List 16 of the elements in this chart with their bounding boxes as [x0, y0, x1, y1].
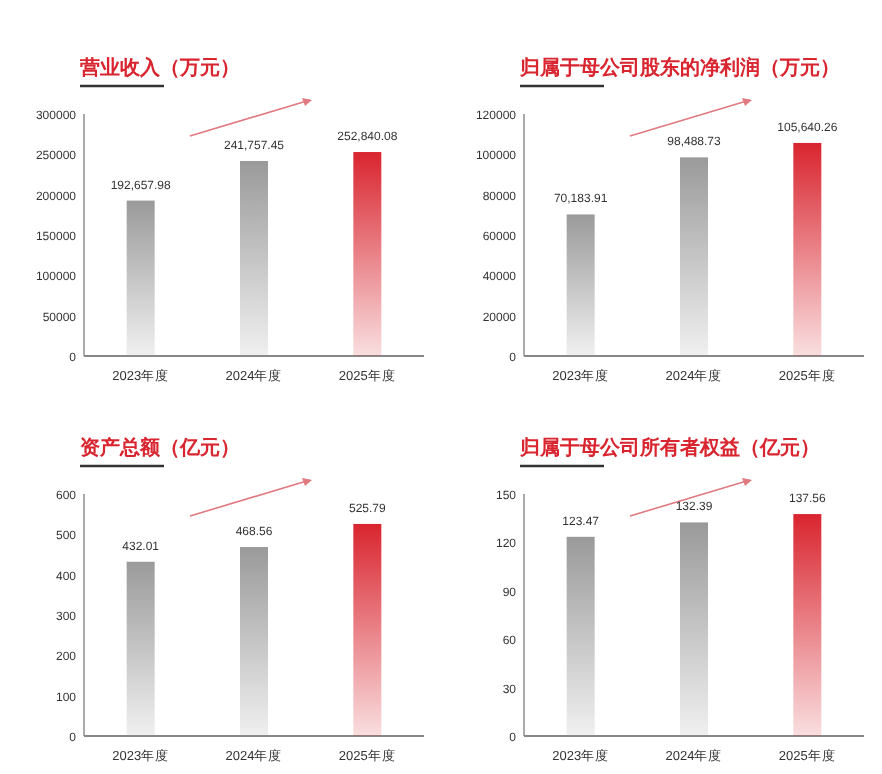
chart-title: 归属于母公司股东的净利润（万元）: [518, 56, 840, 80]
bar: [680, 522, 708, 736]
bar: [126, 561, 155, 736]
bar: [240, 160, 268, 356]
bar: [793, 514, 822, 736]
chart-title: 资产总额（亿元）: [80, 436, 240, 460]
bar: [353, 523, 382, 736]
bar: [566, 214, 595, 356]
bar: [793, 142, 822, 356]
bar: [680, 157, 708, 356]
bar: [240, 547, 268, 736]
bar: [126, 200, 155, 356]
chart-title: 归属于母公司所有者权益（亿元）: [518, 436, 820, 460]
chart-title: 营业收入（万元）: [78, 56, 240, 80]
bar: [353, 152, 382, 356]
bar: [566, 536, 595, 736]
